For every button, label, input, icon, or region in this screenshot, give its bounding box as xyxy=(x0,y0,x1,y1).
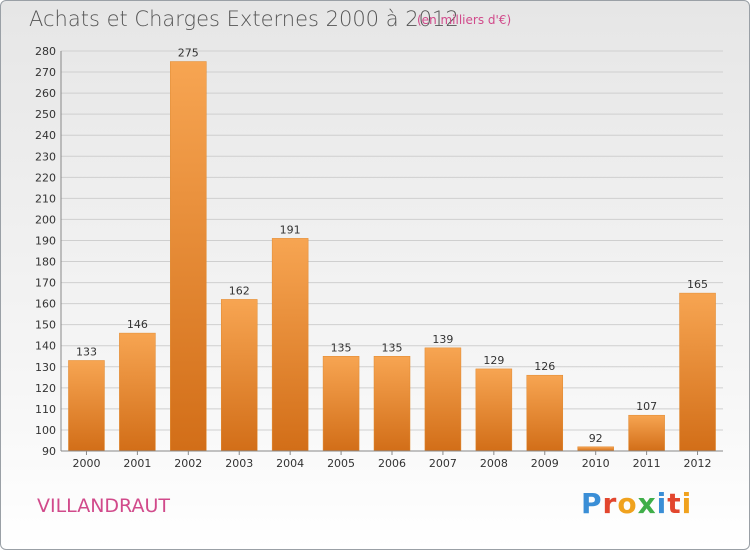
bar-2005 xyxy=(322,356,360,452)
y-tick-label: 130 xyxy=(35,361,56,374)
commune-name: VILLANDRAUT xyxy=(37,495,170,517)
x-tick-label: 2006 xyxy=(378,457,406,470)
value-label: 139 xyxy=(432,333,453,346)
bar-2006 xyxy=(373,356,411,452)
x-tick-label: 2011 xyxy=(633,457,661,470)
labels: 90 100 110 120 130 140 150 160 170 180 190 200 210 22… xyxy=(35,45,712,470)
y-tick-label: 250 xyxy=(35,108,56,121)
y-tick-label: 230 xyxy=(35,150,56,163)
y-tick-label: 160 xyxy=(35,298,56,311)
x-tick-label: 2007 xyxy=(429,457,457,470)
y-tick-label: 210 xyxy=(35,192,56,205)
bar-2010 xyxy=(577,446,614,452)
bar-2012 xyxy=(679,292,716,452)
x-tick-label: 2012 xyxy=(684,457,712,470)
value-label: 129 xyxy=(483,354,504,367)
bar-2004 xyxy=(271,238,309,452)
x-tick-label: 2001 xyxy=(123,457,151,470)
x-tick-label: 2000 xyxy=(72,457,100,470)
y-tick-label: 90 xyxy=(42,445,56,458)
x-tick-label: 2003 xyxy=(225,457,253,470)
value-label: 107 xyxy=(636,400,657,413)
y-tick-label: 280 xyxy=(35,45,56,58)
chart-subtitle: (en milliers d'€) xyxy=(417,13,512,27)
value-label: 162 xyxy=(229,284,250,297)
y-tick-label: 150 xyxy=(35,319,56,332)
bar-2007 xyxy=(424,347,462,452)
x-tick-label: 2009 xyxy=(531,457,559,470)
bar-2002 xyxy=(170,61,207,452)
x-tick-label: 2010 xyxy=(582,457,610,470)
y-tick-label: 110 xyxy=(35,403,56,416)
value-label: 146 xyxy=(127,318,148,331)
bar-2000 xyxy=(68,360,105,452)
value-label: 133 xyxy=(76,345,97,358)
y-tick-label: 260 xyxy=(35,87,56,100)
x-tick-label: 2008 xyxy=(480,457,508,470)
bar-2009 xyxy=(526,374,564,452)
x-tick-label: 2002 xyxy=(174,457,202,470)
chart-title: Achats et Charges Externes 2000 à 2012 xyxy=(29,7,459,31)
value-label: 191 xyxy=(280,223,301,236)
bar-2001 xyxy=(119,332,156,452)
brand-logo[interactable]: Proxiti xyxy=(581,487,693,520)
y-tick-label: 240 xyxy=(35,129,56,142)
y-tick-label: 170 xyxy=(35,277,56,290)
y-tick-label: 120 xyxy=(35,382,56,395)
y-tick-label: 140 xyxy=(35,340,56,353)
bar-2008 xyxy=(475,368,513,452)
bar-2011 xyxy=(628,414,665,452)
y-tick-label: 180 xyxy=(35,256,56,269)
y-tick-label: 100 xyxy=(35,424,56,437)
value-label: 126 xyxy=(534,360,555,373)
x-tick-label: 2005 xyxy=(327,457,355,470)
value-label: 135 xyxy=(331,341,352,354)
y-tick-label: 220 xyxy=(35,171,56,184)
axes xyxy=(60,51,723,455)
y-tick-label: 200 xyxy=(35,213,56,226)
y-tick-label: 190 xyxy=(35,234,56,247)
y-tick-label: 270 xyxy=(35,66,56,79)
value-label: 135 xyxy=(382,341,403,354)
bars xyxy=(68,61,716,452)
value-label: 165 xyxy=(687,278,708,291)
x-tick-label: 2004 xyxy=(276,457,304,470)
value-label: 92 xyxy=(589,432,603,445)
value-label: 275 xyxy=(178,47,199,60)
bar-2003 xyxy=(220,299,258,452)
